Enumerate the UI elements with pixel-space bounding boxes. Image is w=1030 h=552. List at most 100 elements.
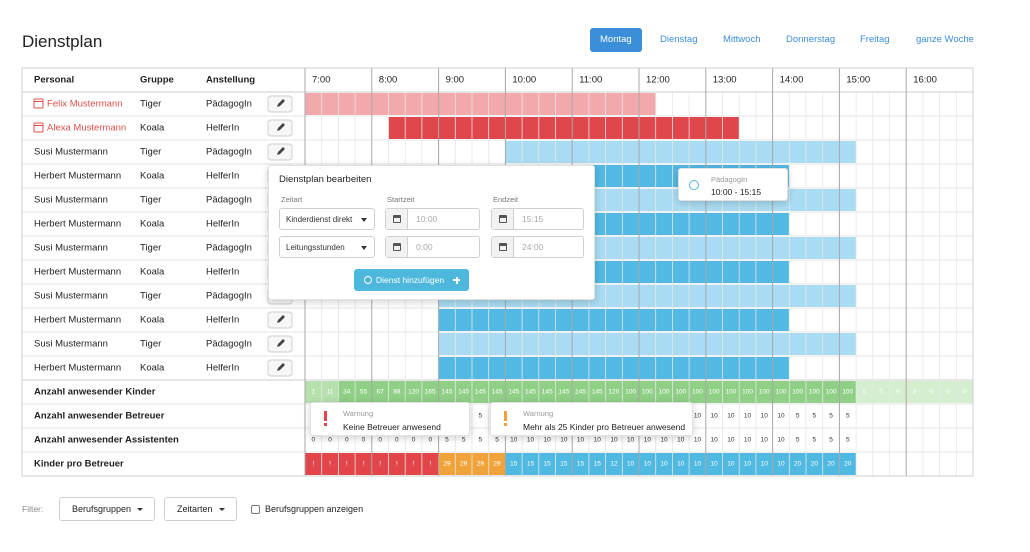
staff-role: PädagogIn <box>206 147 252 158</box>
summary-value: 29 <box>443 461 451 468</box>
day-tab[interactable]: ganze Woche <box>916 34 974 45</box>
summary-value: 0 <box>362 437 366 444</box>
summary-value: 20 <box>811 461 819 468</box>
staff-group: Koala <box>140 315 165 326</box>
summary-cell <box>405 381 422 403</box>
summary-label: Anzahl anwesender Assistenten <box>34 435 179 446</box>
summary-value: 100 <box>625 389 636 396</box>
clock-icon <box>364 276 372 284</box>
summary-value: 100 <box>776 389 787 396</box>
staff-group: Koala <box>140 219 165 230</box>
summary-value: ! <box>413 461 415 468</box>
summary-value: 15 <box>560 461 568 468</box>
summary-value: 10 <box>627 461 635 468</box>
table-background <box>22 68 973 92</box>
summary-value: 145 <box>525 389 536 396</box>
time-input[interactable]: 15:15 <box>491 208 584 230</box>
summary-cell <box>755 381 773 403</box>
summary-cell <box>705 453 723 475</box>
summary-cell <box>488 381 506 403</box>
checkbox[interactable] <box>251 505 260 514</box>
summary-value: 10 <box>711 461 719 468</box>
summary-cell <box>355 453 372 475</box>
summary-value: 100 <box>742 389 753 396</box>
time-input[interactable]: 24:00 <box>491 236 584 258</box>
caret <box>137 508 143 511</box>
hour-label: 14:00 <box>780 75 804 86</box>
day-tab[interactable]: Freitag <box>860 34 890 45</box>
edit-icon <box>277 363 285 371</box>
add-shift-button[interactable]: Dienst hinzufügen <box>354 269 469 291</box>
staff-group: Tiger <box>140 291 161 302</box>
summary-value: 10 <box>510 437 518 444</box>
summary-cell <box>371 381 389 403</box>
summary-value: ! <box>379 461 381 468</box>
day-tab[interactable]: Dienstag <box>660 34 698 45</box>
summary-cell <box>538 453 556 475</box>
summary-value: 15 <box>510 461 518 468</box>
summary-value: 1 <box>312 389 316 396</box>
summary-cell <box>939 381 957 403</box>
warning-popover: Warnung Mehr als 25 Kinder pro Betreuer a… <box>490 402 693 436</box>
summary-value: 145 <box>542 389 553 396</box>
summary-cell <box>338 381 356 403</box>
day-tab[interactable]: Mittwoch <box>723 34 761 45</box>
time-input[interactable]: 10:00 <box>385 208 480 230</box>
summary-cell <box>522 381 539 403</box>
summary-value: 5 <box>796 437 800 444</box>
filter-button[interactable]: Berufsgruppen <box>59 497 155 521</box>
summary-value: 10 <box>527 437 535 444</box>
filter-button[interactable]: Zeitarten <box>164 497 237 521</box>
summary-value: 0 <box>312 437 316 444</box>
summary-cell <box>522 453 539 475</box>
summary-value: 0 <box>913 389 917 396</box>
summary-cell <box>772 453 790 475</box>
summary-value: 0 <box>428 437 432 444</box>
time-input[interactable]: 0:00 <box>385 236 480 258</box>
summary-value: 29 <box>460 461 468 468</box>
day-tab[interactable]: Donnerstag <box>786 34 836 45</box>
summary-value: 145 <box>508 389 519 396</box>
summary-cell <box>488 453 506 475</box>
summary-value: 12 <box>610 461 618 468</box>
calendar-icon <box>499 215 507 223</box>
summary-value: 10 <box>727 461 735 468</box>
warning-icon <box>324 411 327 421</box>
staff-name: Herbert Mustermann <box>34 267 121 278</box>
summary-cell <box>839 453 857 475</box>
warning-popover: Warnung Keine Betreuer anwesend <box>310 402 470 436</box>
type-select[interactable]: Leitungsstunden <box>279 236 375 258</box>
shift-bar <box>305 93 656 115</box>
summary-value: 10 <box>777 437 785 444</box>
summary-cell <box>889 381 907 403</box>
summary-cell <box>305 453 322 475</box>
day-tab[interactable]: Montag <box>590 28 642 52</box>
summary-value: 0 <box>879 389 883 396</box>
summary-value: 5 <box>813 413 817 420</box>
calendar-addon <box>492 237 514 257</box>
summary-value: 0 <box>345 437 349 444</box>
select-text: Kinderdienst direkt <box>286 215 353 224</box>
summary-value: 5 <box>829 413 833 420</box>
calendar-addon <box>492 209 514 229</box>
caret <box>219 508 225 511</box>
shift-bar <box>438 357 790 379</box>
summary-cell <box>472 453 489 475</box>
summary-cell <box>472 381 489 403</box>
type-select[interactable]: Kinderdienst direkt <box>279 208 375 230</box>
summary-cell <box>639 453 656 475</box>
edit-icon <box>277 339 285 347</box>
button-text: Berufsgruppen <box>72 504 132 514</box>
summary-value: 10 <box>777 413 785 420</box>
edit-popup: Dienstplan bearbeiten Zeitart Startzeit End… <box>268 165 595 300</box>
summary-value: 5 <box>846 437 850 444</box>
summary-value: 15 <box>527 461 535 468</box>
summary-value: 0 <box>328 437 332 444</box>
hour-label: 10:00 <box>512 75 536 86</box>
hour-label: 12:00 <box>646 75 670 86</box>
summary-cell <box>789 381 806 403</box>
summary-cell <box>806 453 823 475</box>
summary-value: 10 <box>594 437 602 444</box>
calendar-icon <box>393 243 401 251</box>
summary-value: 145 <box>475 389 486 396</box>
